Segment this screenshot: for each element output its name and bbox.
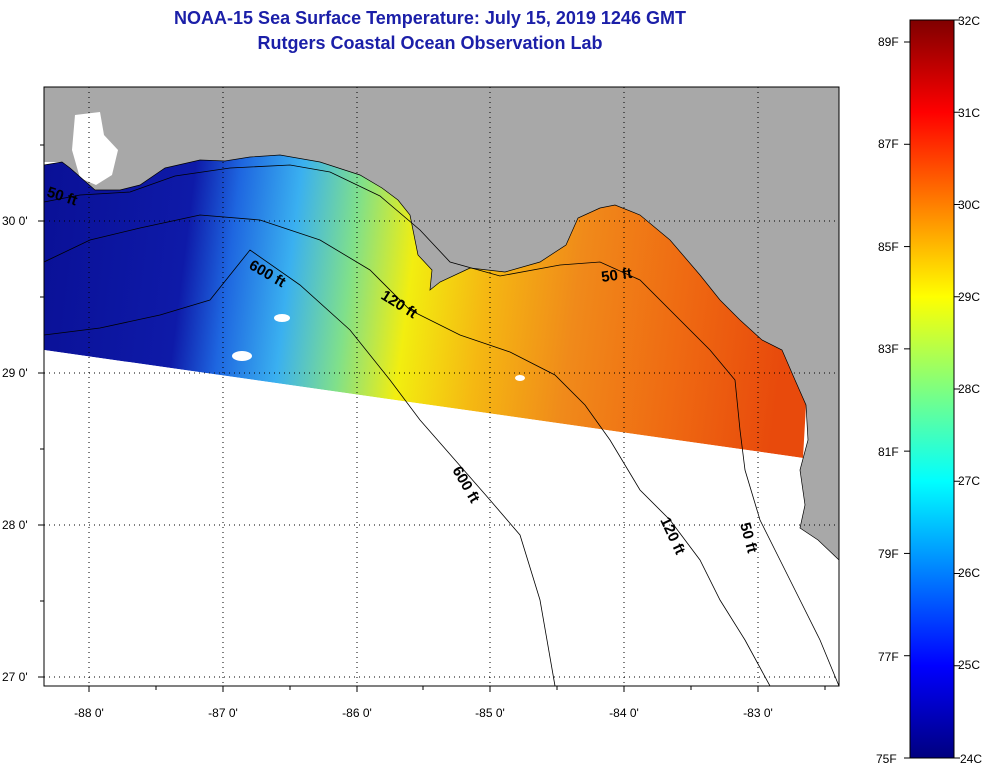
axis-ticks [38, 144, 826, 692]
colorbar-scale [909, 19, 955, 759]
cloud-gap [232, 351, 252, 361]
sst-swath [44, 155, 806, 458]
colorbar-ticks [904, 19, 960, 759]
fahrenheit-label: 79F [878, 547, 899, 561]
lon-label: -83 0' [743, 706, 773, 720]
contour-120ft [44, 214, 771, 686]
celsius-label: 30C [958, 198, 980, 212]
celsius-label: 29C [958, 290, 980, 304]
bay-west [72, 112, 118, 185]
fahrenheit-label: 81F [878, 445, 899, 459]
lon-label: -85 0' [475, 706, 505, 720]
depth-label: 50 ft [600, 265, 633, 286]
lat-label: 30 0' [2, 214, 28, 228]
cloud-gap [515, 375, 525, 381]
lat-label: 27 0' [2, 670, 28, 684]
cloud-gap [274, 314, 290, 322]
fahrenheit-label: 75F [876, 752, 897, 766]
fahrenheit-label: 77F [878, 650, 899, 664]
celsius-label: 28C [958, 382, 980, 396]
fahrenheit-label: 89F [878, 35, 899, 49]
fahrenheit-label: 87F [878, 137, 899, 151]
celsius-label: 24C [960, 752, 982, 766]
contour-50ft [44, 164, 839, 686]
celsius-label: 32C [958, 14, 980, 28]
map-border [43, 86, 840, 687]
nodata-area [44, 350, 839, 686]
celsius-label: 25C [958, 658, 980, 672]
celsius-label: 31C [958, 106, 980, 120]
lon-label: -87 0' [208, 706, 238, 720]
contour-600ft [44, 249, 556, 686]
lat-label: 28 0' [2, 518, 28, 532]
land-mass [44, 87, 839, 560]
lat-label: 29 0' [2, 366, 28, 380]
title-line-2: Rutgers Coastal Ocean Observation Lab [257, 33, 603, 53]
coastline [44, 154, 839, 561]
celsius-label: 26C [958, 566, 980, 580]
celsius-label: 27C [958, 474, 980, 488]
lon-label: -88 0' [74, 706, 104, 720]
lon-label: -86 0' [342, 706, 372, 720]
fahrenheit-label: 85F [878, 240, 899, 254]
fahrenheit-label: 83F [878, 342, 899, 356]
title-line-1: NOAA-15 Sea Surface Temperature: July 15… [174, 8, 686, 28]
lon-label: -84 0' [609, 706, 639, 720]
